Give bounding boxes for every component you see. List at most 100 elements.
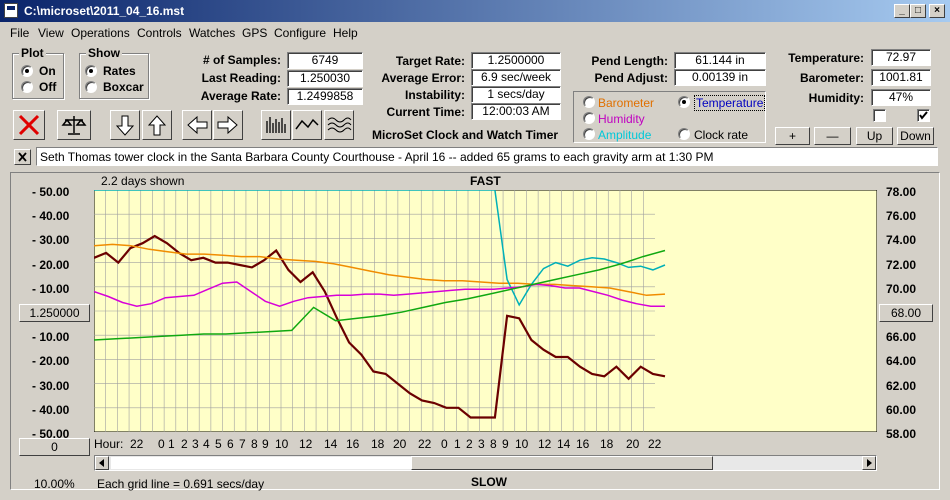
checked-checkbox[interactable] bbox=[917, 109, 930, 122]
left-tick-label: - 30.00 bbox=[32, 378, 70, 393]
line-view-button[interactable] bbox=[292, 110, 322, 140]
menu-help[interactable]: Help bbox=[333, 26, 358, 40]
arrow-down-button[interactable] bbox=[110, 110, 140, 140]
arrow-right-icon bbox=[217, 115, 238, 135]
hour-tick-label: 3 bbox=[478, 437, 485, 451]
hour-tick-label: 3 bbox=[192, 437, 199, 451]
hour-tick-label: 8 bbox=[251, 437, 258, 451]
menu-bar: File View Operations Controls Watches GP… bbox=[0, 22, 950, 42]
window-title: C:\microset\2011_04_16.mst bbox=[24, 4, 185, 18]
left-bottom-button[interactable]: 0 bbox=[19, 438, 90, 456]
arrow-left-button[interactable] bbox=[182, 110, 212, 140]
close-button[interactable]: × bbox=[929, 4, 945, 18]
series-line-amplitude bbox=[94, 249, 666, 341]
samples-field: 6749 bbox=[287, 52, 363, 69]
close-x-icon bbox=[18, 152, 27, 162]
center-rate-button[interactable]: 1.250000 bbox=[19, 304, 90, 322]
average-rate-label: Average Rate: bbox=[200, 89, 281, 103]
bars-icon bbox=[266, 117, 286, 133]
scroll-right-button[interactable] bbox=[862, 456, 876, 470]
balance-button[interactable] bbox=[57, 110, 91, 140]
hour-tick-label: 5 bbox=[215, 437, 222, 451]
hour-tick-label: 14 bbox=[557, 437, 571, 451]
hour-tick-label: 20 bbox=[626, 437, 640, 451]
show-boxcar-radio[interactable] bbox=[85, 81, 97, 93]
arrow-up-icon bbox=[147, 115, 167, 136]
plot-group: Plot bbox=[12, 46, 64, 99]
menu-operations[interactable]: Operations bbox=[71, 26, 130, 40]
hour-tick-label: 0 bbox=[158, 437, 165, 451]
minimize-button[interactable]: _ bbox=[894, 4, 910, 18]
series-line-humidity bbox=[94, 281, 665, 307]
hour-tick-label: 4 bbox=[203, 437, 210, 451]
right-tick-label: 74.00 bbox=[886, 233, 917, 248]
hour-tick-label: 9 bbox=[502, 437, 509, 451]
right-tick-label: 60.00 bbox=[886, 402, 917, 417]
target-rate-field[interactable]: 1.2500000 bbox=[471, 52, 561, 69]
show-boxcar-label: Boxcar bbox=[103, 80, 144, 94]
up-button[interactable]: Up bbox=[856, 127, 893, 145]
left-tick-label: - 30.00 bbox=[32, 233, 70, 248]
app-caption: MicroSet Clock and Watch Timer bbox=[372, 128, 559, 142]
note-field[interactable]: Seth Thomas tower clock in the Santa Bar… bbox=[36, 147, 938, 166]
wave-view-button[interactable] bbox=[324, 110, 354, 140]
wave-icon bbox=[327, 117, 352, 133]
menu-file[interactable]: File bbox=[10, 26, 30, 40]
bars-view-button[interactable] bbox=[261, 110, 291, 140]
menu-configure[interactable]: Configure bbox=[274, 26, 327, 40]
arrow-up-button[interactable] bbox=[142, 110, 172, 140]
plot-on-label: On bbox=[39, 64, 56, 78]
temperature-radio[interactable] bbox=[678, 96, 690, 108]
right-tick-label: 58.00 bbox=[886, 427, 917, 441]
stop-x-icon bbox=[18, 114, 40, 136]
instability-label: Instability: bbox=[404, 88, 465, 102]
minus-button[interactable]: — bbox=[814, 127, 851, 145]
stop-button[interactable] bbox=[13, 110, 45, 140]
humidity-checkbox[interactable] bbox=[873, 109, 886, 122]
note-clear-button[interactable] bbox=[14, 149, 31, 165]
humidity-radio[interactable] bbox=[583, 112, 595, 124]
plus-button[interactable]: + bbox=[775, 127, 810, 145]
right-tick-label: 66.00 bbox=[886, 330, 917, 345]
menu-view[interactable]: View bbox=[38, 26, 64, 40]
scroll-track[interactable] bbox=[111, 457, 411, 469]
right-tick-label: 62.00 bbox=[886, 378, 917, 393]
left-tick-label: - 40.00 bbox=[32, 402, 70, 417]
amplitude-radio[interactable] bbox=[583, 128, 595, 140]
scroll-left-button[interactable] bbox=[95, 456, 109, 470]
instability-field: 1 secs/day bbox=[471, 86, 561, 103]
maximize-button[interactable]: □ bbox=[910, 4, 926, 18]
barometer-radio[interactable] bbox=[583, 96, 595, 108]
plot-off-radio[interactable] bbox=[21, 81, 33, 93]
app-icon bbox=[4, 3, 18, 18]
arrow-right-button[interactable] bbox=[213, 110, 243, 140]
horizontal-scrollbar[interactable] bbox=[94, 455, 877, 471]
menu-gps[interactable]: GPS bbox=[242, 26, 268, 40]
rate-chart bbox=[94, 190, 877, 432]
current-time-label: Current Time: bbox=[386, 105, 465, 119]
left-tick-label: - 20.00 bbox=[32, 257, 70, 272]
clockrate-radio[interactable] bbox=[678, 128, 690, 140]
hour-tick-label: 22 bbox=[418, 437, 432, 451]
current-time-field: 12:00:03 AM bbox=[471, 103, 561, 120]
hour-tick-label: 6 bbox=[227, 437, 234, 451]
hour-tick-label: 16 bbox=[576, 437, 590, 451]
hour-tick-label: 2 bbox=[181, 437, 188, 451]
show-rates-radio[interactable] bbox=[85, 65, 97, 77]
hour-tick-label: 8 bbox=[490, 437, 497, 451]
zoom-label: 10.00% bbox=[34, 477, 75, 491]
average-error-label: Average Error: bbox=[381, 71, 465, 85]
show-group-title: Show bbox=[86, 46, 122, 60]
barometer-field: 1001.81 bbox=[871, 69, 931, 86]
right-tick-label: 76.00 bbox=[886, 209, 917, 224]
series-line-clock-rate bbox=[94, 234, 666, 419]
scroll-thumb[interactable] bbox=[411, 456, 713, 470]
menu-watches[interactable]: Watches bbox=[189, 26, 236, 40]
grid-note: Each grid line = 0.691 secs/day bbox=[97, 477, 265, 491]
menu-controls[interactable]: Controls bbox=[137, 26, 182, 40]
arrow-down-icon bbox=[115, 115, 135, 136]
right-center-button[interactable]: 68.00 bbox=[879, 304, 933, 322]
barometer-label: Barometer: bbox=[799, 71, 864, 85]
plot-on-radio[interactable] bbox=[21, 65, 33, 77]
down-button[interactable]: Down bbox=[897, 127, 934, 145]
